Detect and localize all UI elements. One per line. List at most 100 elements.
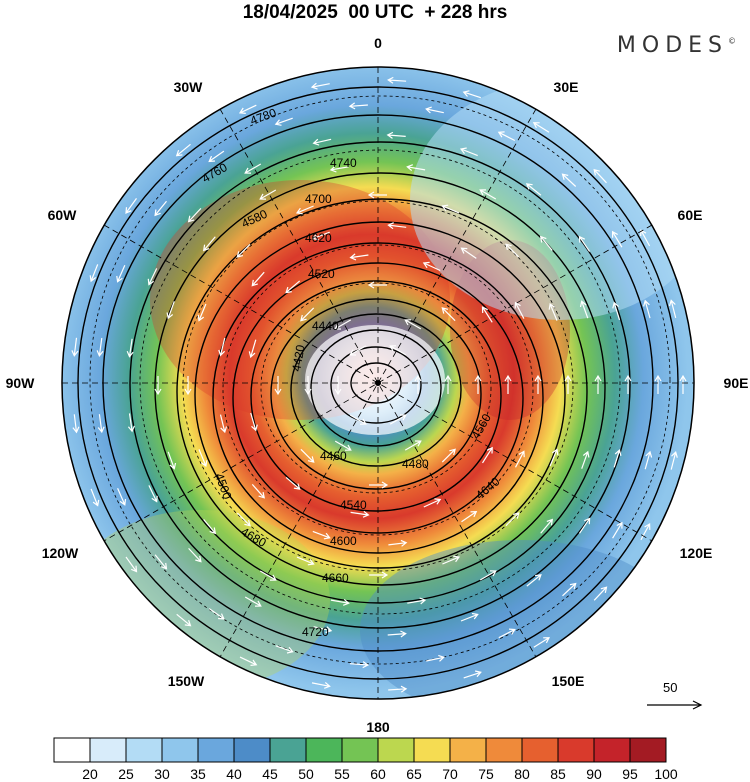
wind-arrow: [125, 198, 137, 214]
wind-arrow: [96, 337, 104, 357]
wind-arrow: [441, 204, 460, 214]
wind-arrow: [295, 205, 314, 215]
wind-arrow: [285, 280, 301, 294]
wind-arrow: [612, 230, 623, 248]
lon-label-120w: 120W: [42, 545, 79, 561]
wind-arrow: [218, 337, 226, 357]
wind-arrow: [90, 488, 100, 507]
wind-arrow: [460, 612, 479, 622]
wind-arrow: [564, 374, 572, 394]
wind-arrow: [593, 168, 607, 184]
wind-arrow: [479, 189, 497, 200]
wind-arrow: [198, 449, 208, 468]
wind-arrow: [203, 519, 217, 535]
colorbar-tick-label: 95: [622, 766, 638, 782]
wind-arrow: [624, 374, 632, 394]
colorbar-tick-label: 85: [550, 766, 566, 782]
wind-speed-field: [62, 67, 694, 699]
colorbar-swatch: [521, 737, 559, 763]
wind-arrow: [147, 268, 158, 286]
colorbar-swatch: [197, 737, 235, 763]
contour-label: 4420: [289, 343, 307, 372]
wind-arrow: [208, 150, 225, 163]
wind-arrow: [593, 586, 608, 601]
wind-arrow: [463, 670, 482, 679]
wind-arrow: [386, 131, 406, 139]
wind-arrow: [184, 376, 192, 396]
wind-arrow: [644, 450, 653, 470]
wind-arrow: [497, 131, 516, 142]
wind-arrow: [349, 661, 370, 669]
colorbar-swatch: [485, 737, 523, 763]
wind-arrow: [311, 231, 330, 241]
wind-arrow: [479, 570, 497, 581]
colorbar-swatch: [377, 737, 415, 763]
wind-arrow: [349, 414, 367, 425]
wind-arrow: [296, 556, 315, 566]
wind-arrow: [407, 597, 427, 605]
wind-arrow: [444, 374, 452, 394]
wind-arrow: [208, 608, 225, 620]
colorbar-swatch: [305, 737, 343, 763]
wind-arrow: [250, 412, 258, 432]
lon-label-180: 180: [366, 719, 390, 735]
wind-arrow: [126, 338, 134, 358]
wind-arrow: [154, 376, 162, 396]
wind-arrow: [300, 448, 315, 463]
colorbar-tick-label: 75: [478, 766, 494, 782]
contour-label: 4660: [322, 571, 349, 585]
wind-arrow: [125, 556, 138, 573]
colorbar-swatch: [413, 737, 451, 763]
wind-arrow: [148, 485, 158, 503]
wind-arrow: [613, 448, 622, 468]
wind-arrow: [670, 450, 678, 470]
wind-arrow: [187, 207, 202, 223]
contour-label: 4720: [302, 625, 329, 639]
colorbar-tick-label: 65: [406, 766, 422, 782]
contour-label: 4620: [305, 231, 332, 245]
colorbar-tick-label: 50: [298, 766, 314, 782]
wind-arrow: [334, 319, 352, 330]
wind-arrow: [334, 376, 342, 396]
wind-arrow: [236, 512, 251, 527]
wind-arrow: [71, 337, 79, 357]
wind-arrow: [461, 510, 478, 523]
wind-arrow: [534, 374, 542, 394]
wind-arrow: [423, 498, 442, 508]
colorbar-tick-label: 80: [514, 766, 530, 782]
wind-arrow: [561, 173, 577, 187]
reference-arrow-icon: [647, 700, 703, 710]
wind-arrow: [239, 656, 258, 666]
wind-arrow: [312, 138, 332, 146]
wind-arrow: [175, 143, 191, 157]
wind-arrow: [414, 374, 422, 394]
lon-label-30w: 30W: [174, 79, 204, 95]
wind-arrow: [579, 300, 589, 319]
wind-arrow: [311, 681, 331, 689]
wind-arrow: [404, 319, 422, 330]
wind-arrow: [612, 521, 623, 539]
wind-arrow: [274, 376, 282, 396]
colorbar-tick-label: 20: [82, 766, 98, 782]
wind-arrow: [643, 299, 651, 319]
wind-arrow: [236, 243, 251, 258]
brand-text: MODES: [616, 33, 728, 58]
wind-arrow: [526, 574, 542, 587]
colorbar-tick-label: 55: [334, 766, 350, 782]
map-border: [61, 66, 695, 700]
colorbar-swatch: [341, 737, 379, 763]
colorbar-tick-label: 40: [226, 766, 242, 782]
wind-arrow: [167, 451, 177, 470]
wind-arrow: [387, 222, 407, 230]
wind-arrow: [367, 281, 387, 289]
wind-arrows: [71, 76, 687, 693]
wind-arrow: [525, 183, 542, 196]
wind-arrow: [154, 200, 167, 217]
wind-arrow: [679, 374, 687, 394]
colorbar-swatch: [593, 737, 631, 763]
wind-arrow: [348, 102, 368, 110]
wind-arrow: [406, 164, 426, 172]
wind-arrow: [251, 484, 265, 499]
wind-arrow: [579, 517, 591, 534]
